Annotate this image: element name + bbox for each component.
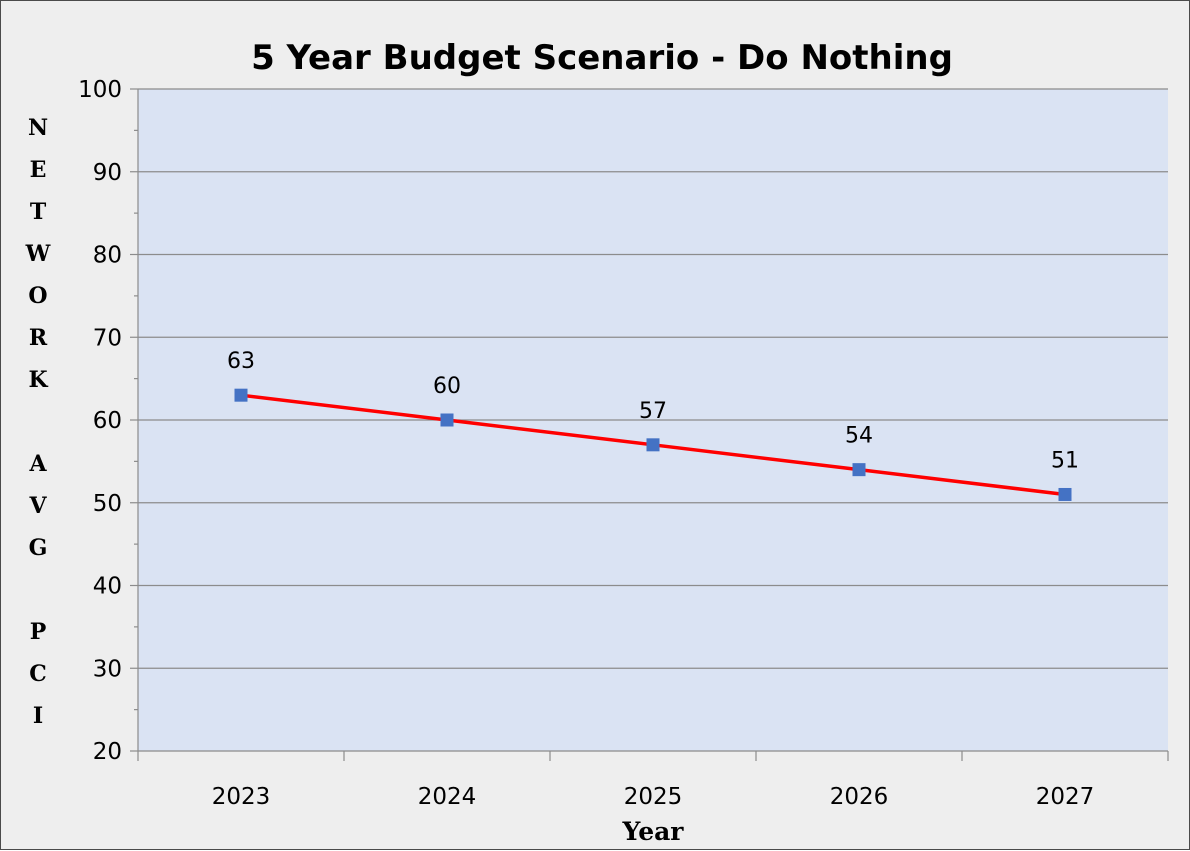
chart-title: 5 Year Budget Scenario - Do Nothing bbox=[251, 38, 953, 78]
y-axis-title-letter: N bbox=[28, 115, 48, 141]
y-axis-title-letter: P bbox=[30, 619, 47, 645]
x-tick-label: 2027 bbox=[1036, 784, 1095, 810]
data-label: 60 bbox=[433, 374, 461, 399]
data-point bbox=[646, 438, 660, 452]
data-point bbox=[234, 388, 248, 402]
y-axis-title-letter: C bbox=[29, 661, 47, 687]
data-label: 57 bbox=[639, 399, 667, 424]
x-axis-title: Year bbox=[622, 817, 685, 846]
y-tick-label: 40 bbox=[93, 574, 122, 600]
y-axis-title-letter: T bbox=[30, 199, 47, 225]
y-tick-label: 60 bbox=[93, 408, 122, 434]
y-axis-title-letter: E bbox=[30, 157, 47, 183]
x-tick-label: 2025 bbox=[624, 784, 683, 810]
data-label: 63 bbox=[227, 349, 255, 374]
y-tick-label: 50 bbox=[93, 491, 122, 517]
y-tick-label: 90 bbox=[93, 160, 122, 186]
x-tick-label: 2024 bbox=[418, 784, 477, 810]
x-tick-label: 2026 bbox=[830, 784, 889, 810]
y-axis-title-letter: R bbox=[29, 325, 48, 351]
y-axis-title-letter: A bbox=[28, 451, 47, 477]
y-axis-title-letter: G bbox=[29, 535, 48, 561]
data-point bbox=[440, 413, 454, 427]
data-point bbox=[852, 463, 866, 477]
y-axis-title-letter: O bbox=[28, 283, 47, 309]
y-tick-label: 100 bbox=[78, 77, 122, 103]
y-axis-title-letter: K bbox=[28, 367, 48, 393]
x-tick-label: 2023 bbox=[212, 784, 271, 810]
data-point bbox=[1058, 487, 1072, 501]
y-tick-label: 30 bbox=[93, 656, 122, 682]
y-tick-label: 80 bbox=[93, 243, 122, 269]
y-tick-label: 20 bbox=[93, 739, 122, 765]
data-label: 54 bbox=[845, 424, 873, 449]
y-axis-title-letter: V bbox=[28, 493, 47, 519]
y-tick-label: 70 bbox=[93, 325, 122, 351]
data-label: 51 bbox=[1051, 448, 1079, 473]
y-axis-title-letter: I bbox=[33, 703, 43, 729]
y-axis-title-letter: W bbox=[25, 241, 51, 267]
